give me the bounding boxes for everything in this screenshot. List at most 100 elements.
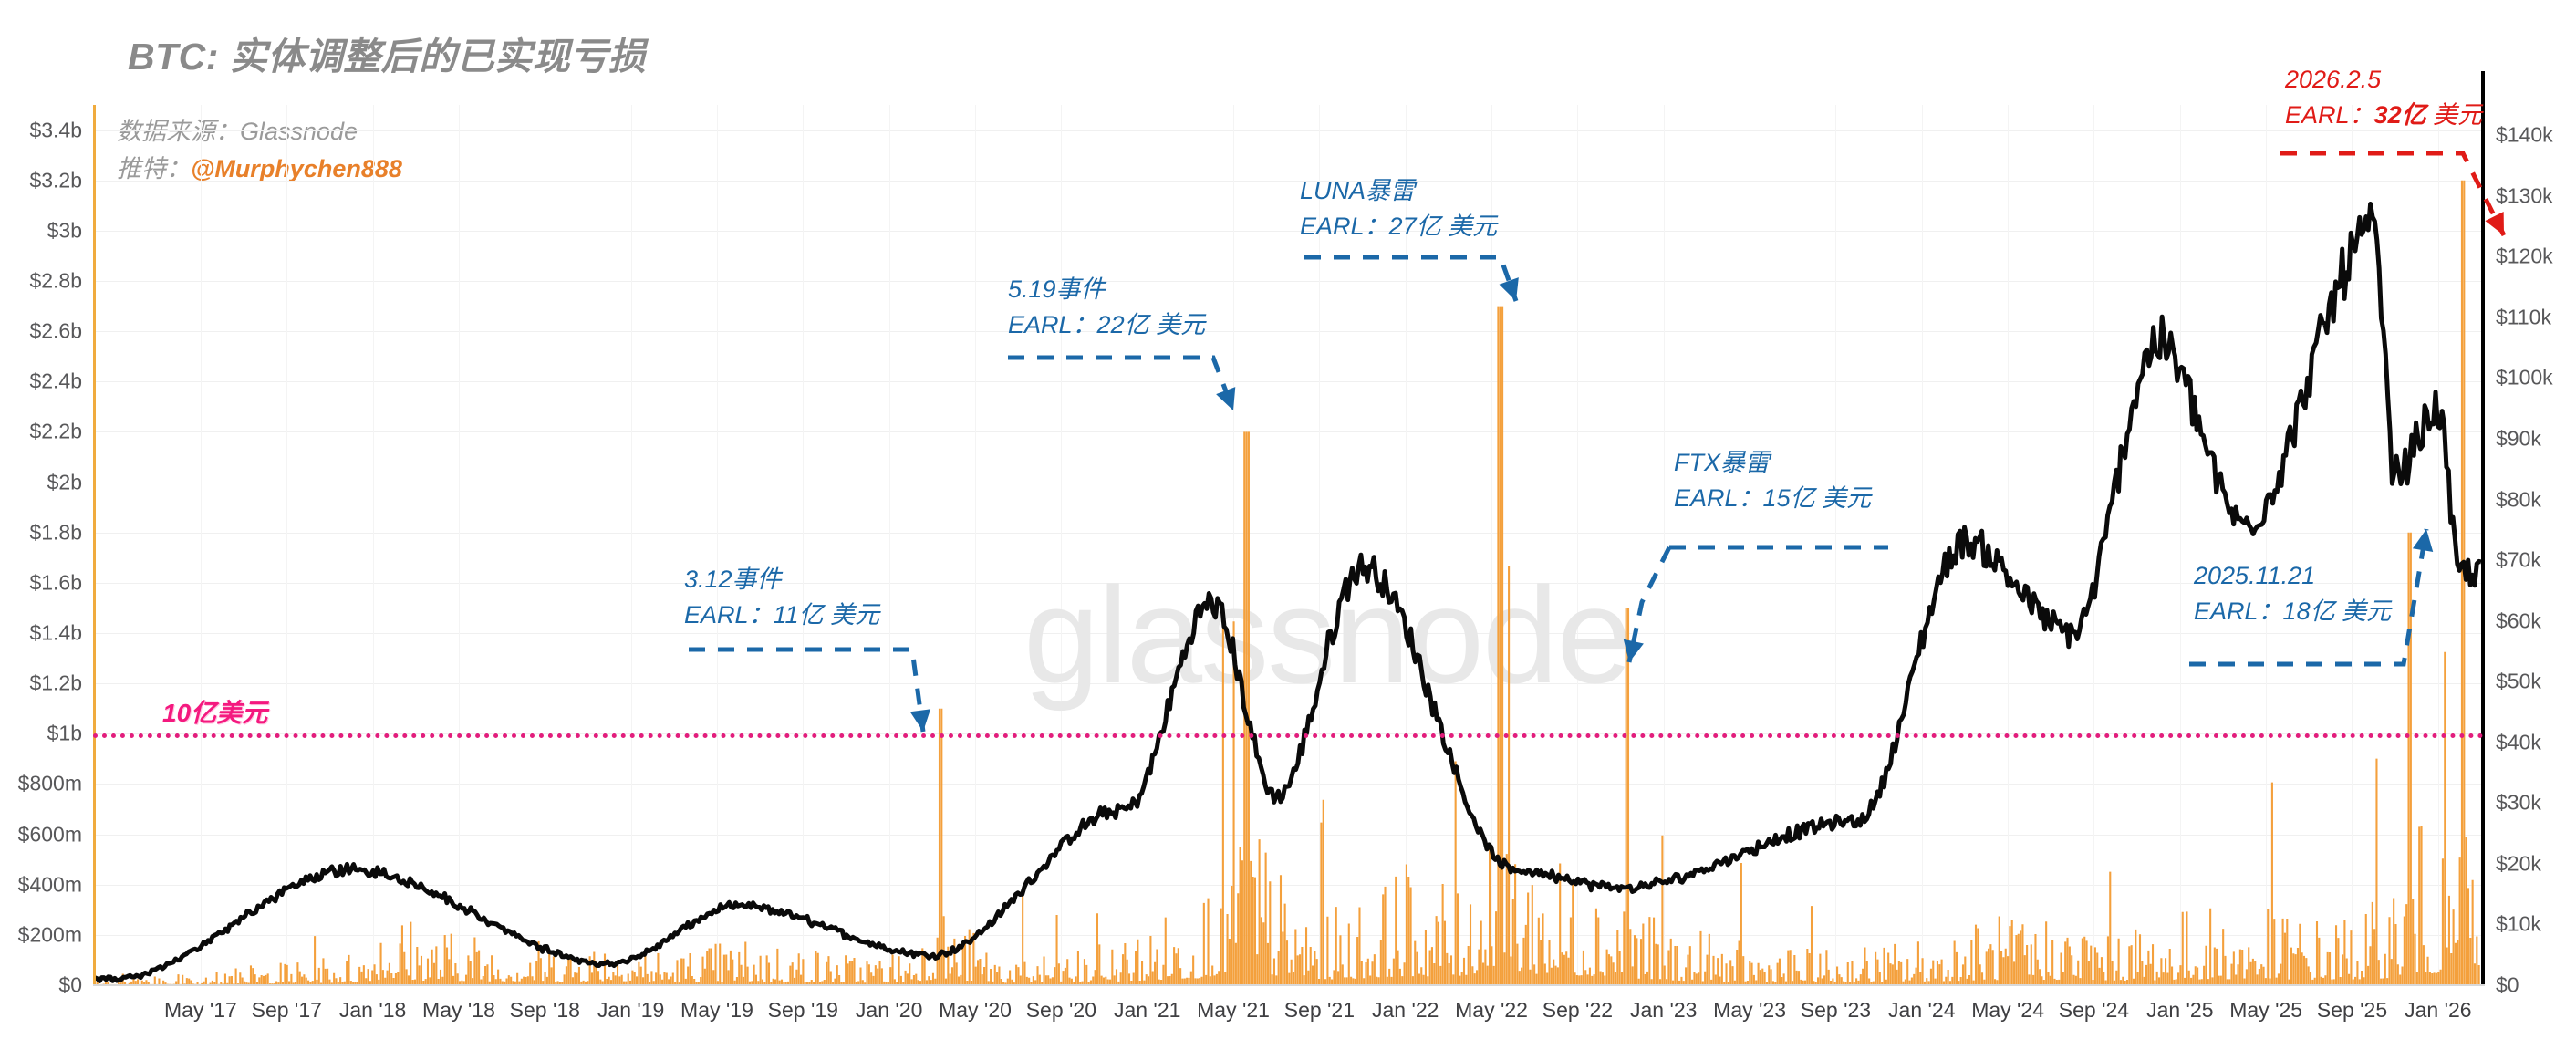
annotation-value: EARL：27亿 美元 [1300, 209, 1497, 244]
gridline [2179, 105, 2181, 985]
x-axis-tick: Jan '25 [2146, 998, 2214, 1022]
annotation-value-unit: 美元 [1814, 484, 1872, 513]
gridline [93, 431, 2481, 433]
annotation-519: 5.19事件 EARL：22亿 美元 [1008, 272, 1205, 343]
loss-bar [93, 180, 2480, 985]
twitter-label: 推特： [117, 155, 191, 182]
y-axis-right-tick: $130k [2496, 183, 2553, 208]
gridline [2008, 105, 2010, 985]
data-source-label: 数据来源： [117, 118, 240, 145]
gridline [1921, 105, 1923, 985]
x-axis-tick: Jan '19 [597, 998, 665, 1022]
loss-bars-series [93, 180, 2480, 985]
gridline [1061, 105, 1063, 985]
gridline [2093, 105, 2095, 985]
gridline [1405, 105, 1407, 985]
x-axis-tick: May '25 [2229, 998, 2303, 1022]
y-axis-left-tick: $1.2b [29, 670, 82, 695]
y-axis-left-tick: $400m [17, 872, 82, 897]
annotation-value-unit: 美元 [823, 601, 880, 629]
y-axis-right-tick: $90k [2496, 426, 2541, 451]
annotation-value: EARL：22亿 美元 [1008, 307, 1205, 343]
gridline [1663, 105, 1665, 985]
y-axis-right-tick: $0 [2496, 972, 2519, 997]
gridline [93, 934, 2481, 936]
x-axis-tick: May '19 [680, 998, 753, 1022]
x-axis-tick: May '24 [1971, 998, 2045, 1022]
annotation-value-number: 18亿 [2282, 598, 2335, 626]
y-axis-right-tick: $100k [2496, 365, 2553, 390]
annotation-value-prefix: EARL： [1008, 311, 1097, 339]
x-axis-tick: Sep '19 [767, 998, 838, 1022]
x-axis-tick: Jan '26 [2405, 998, 2472, 1022]
x-axis-tick: Sep '18 [509, 998, 580, 1022]
x-axis-tick: Jan '23 [1630, 998, 1698, 1022]
annotation-title: 2026.2.5 [2285, 66, 2382, 93]
twitter-line: 推特：@Murphychen888 [117, 149, 402, 184]
annotation-arrowhead [2485, 212, 2504, 235]
threshold-label: 10亿美元 [162, 699, 268, 728]
one-billion-threshold-line [93, 733, 2485, 739]
left-axis-spine [93, 105, 96, 985]
x-axis-tick: Jan '20 [855, 998, 923, 1022]
y-axis-right-tick: $140k [2496, 122, 2553, 147]
annotation-title: FTX暴雷 [1674, 449, 1770, 476]
annotation-title: 3.12事件 [684, 566, 782, 593]
x-axis-tick: May '17 [164, 998, 237, 1022]
y-axis-right-tick: $60k [2496, 608, 2541, 633]
gridline [803, 105, 805, 985]
x-axis-tick: Sep '23 [1800, 998, 1872, 1022]
x-axis-tick: Jan '22 [1371, 998, 1439, 1022]
x-axis-tick: May '21 [1197, 998, 1270, 1022]
gridline [93, 633, 2481, 634]
annotation-title: 5.19事件 [1008, 275, 1106, 303]
x-axis-tick: Sep '20 [1025, 998, 1096, 1022]
y-axis-right-tick: $50k [2496, 669, 2541, 693]
gridline [372, 105, 374, 985]
right-axis-spine [2481, 71, 2485, 985]
gridline [93, 130, 2481, 131]
gridline [630, 105, 632, 985]
gridline [458, 105, 460, 985]
annotation-value-unit: 美元 [1440, 213, 1498, 241]
y-axis-left-tick: $3b [47, 218, 82, 243]
annotation-2026205: 2026.2.5 EARL：32亿 美元 [2285, 62, 2482, 133]
annotation-value-number: 27亿 [1388, 213, 1441, 241]
plot-area: glassnode [93, 105, 2481, 985]
annotation-value-number: 32亿 [2373, 101, 2426, 130]
y-axis-left-tick: $2.4b [29, 369, 82, 393]
x-axis-tick: Sep '24 [2058, 998, 2130, 1022]
y-axis-left-tick: $2.2b [29, 419, 82, 443]
plot-inner: glassnode [93, 105, 2481, 985]
annotation-ftx: FTX暴雷 EARL：15亿 美元 [1674, 445, 1871, 516]
gridline [93, 281, 2481, 282]
x-axis-tick: Jan '18 [338, 998, 407, 1022]
gridline [93, 834, 2481, 836]
annotation-value: EARL：18亿 美元 [2194, 594, 2391, 629]
gridline [200, 105, 202, 985]
annotation-value: EARL：15亿 美元 [1674, 481, 1871, 516]
annotation-value: EARL：11亿 美元 [684, 598, 879, 633]
chart-header: BTC: 实体调整后的已实现亏损 数据来源：Glassnode 推特：@Murp… [0, 0, 2576, 192]
twitter-handle[interactable]: @Murphychen888 [191, 155, 402, 182]
y-axis-left-tick: $200m [17, 922, 82, 947]
annotation-value-number: 22亿 [1096, 311, 1149, 339]
y-axis-left-tick: $800m [17, 771, 82, 795]
y-axis-right-tick: $110k [2496, 305, 2551, 329]
x-axis-tick: Sep '17 [251, 998, 322, 1022]
annotation-luna: LUNA暴雷 EARL：27亿 美元 [1300, 173, 1497, 244]
y-axis-left-tick: $2.8b [29, 268, 82, 293]
y-axis-right-tick: $20k [2496, 851, 2541, 876]
annotation-value-number: 11亿 [773, 601, 824, 629]
btc-price-line-series [93, 201, 2481, 983]
x-axis-tick: Sep '22 [1542, 998, 1614, 1022]
gridline [93, 884, 2481, 886]
gridline [1233, 105, 1235, 985]
gridline [2437, 105, 2439, 985]
y-axis-left-tick: $2.6b [29, 318, 82, 343]
x-axis-tick: Jan '24 [1888, 998, 1956, 1022]
annotation-value-prefix: EARL： [2194, 598, 2283, 626]
annotation-312: 3.12事件 EARL：11亿 美元 [684, 562, 879, 633]
btc-price-line [93, 201, 2481, 983]
x-axis-tick: Sep '21 [1283, 998, 1356, 1022]
